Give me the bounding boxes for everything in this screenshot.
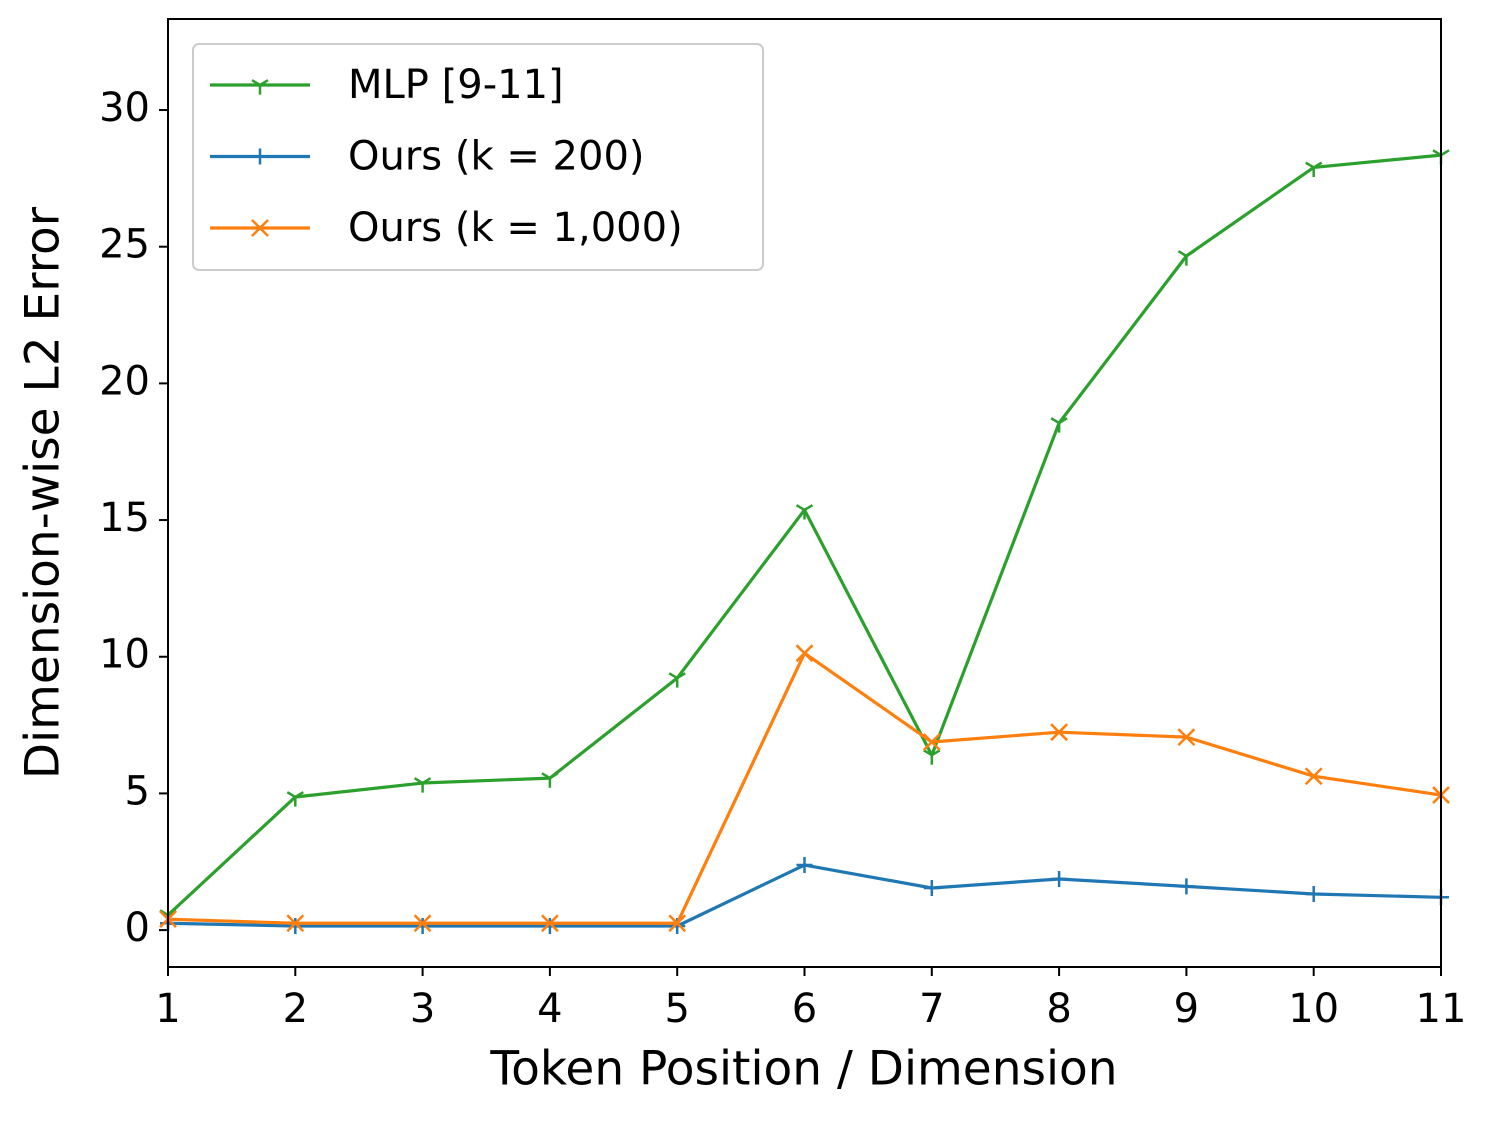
marker [795, 644, 814, 663]
legend-label: Ours (k = 1,000) [348, 205, 683, 251]
x-tick-label: 7 [919, 986, 944, 1032]
x-tick-label: 1 [155, 986, 180, 1032]
marker [668, 672, 686, 688]
marker [1050, 417, 1068, 433]
marker [668, 914, 687, 933]
legend-label: Ours (k = 200) [348, 134, 645, 180]
marker [286, 791, 304, 807]
y-tick-label: 10 [99, 632, 150, 678]
marker [1177, 250, 1196, 266]
plot-frame [167, 18, 1442, 968]
marker [413, 777, 432, 793]
y-tick-label: 25 [99, 222, 150, 268]
y-tick-label: 5 [125, 768, 150, 814]
x-tick-label: 11 [1416, 986, 1467, 1032]
x-tick-label: 6 [792, 986, 817, 1032]
marker [1305, 886, 1322, 903]
y-tick-label: 0 [125, 905, 150, 951]
marker [414, 917, 431, 934]
x-tick-label: 8 [1046, 986, 1071, 1032]
marker [1178, 878, 1195, 895]
legend-box [192, 43, 764, 271]
legend-label: MLP [9-11] [348, 62, 564, 108]
marker [923, 880, 940, 896]
legend-marker [251, 219, 269, 237]
marker [541, 772, 559, 788]
marker [1305, 161, 1323, 178]
marker [1304, 767, 1323, 786]
y-tick-label: 15 [99, 495, 150, 541]
legend-marker [252, 148, 268, 165]
x-tick-label: 10 [1288, 986, 1339, 1032]
marker [413, 914, 432, 933]
y-tick-label: 20 [99, 358, 150, 404]
x-tick-label: 4 [537, 986, 562, 1032]
x-tick-label: 3 [410, 986, 435, 1032]
marker [795, 504, 814, 520]
y-axis-label: Dimension-wise L2 Error [16, 206, 71, 779]
marker [541, 917, 558, 934]
legend: MLP [9-11] Ours (k = 200) Ours (k = 1,000) [192, 43, 764, 271]
marker [923, 749, 941, 765]
marker [1177, 728, 1196, 746]
x-tick-label: 2 [283, 986, 308, 1032]
y-tick-label: 30 [99, 85, 150, 131]
legend-marker [251, 79, 269, 95]
marker [796, 857, 813, 874]
marker [287, 917, 304, 934]
marker [286, 914, 305, 933]
marker [922, 733, 941, 751]
x-tick-label: 9 [1174, 986, 1199, 1032]
x-tick-label: 5 [664, 986, 689, 1032]
marker [1050, 723, 1068, 742]
x-axis-label: Token Position / Dimension [489, 1042, 1117, 1097]
marker [1051, 870, 1068, 887]
marker [541, 914, 559, 933]
